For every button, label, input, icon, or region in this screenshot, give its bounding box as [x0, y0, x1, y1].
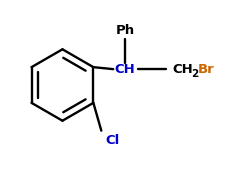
Text: Br: Br — [198, 63, 215, 76]
Text: CH: CH — [115, 63, 136, 76]
Text: Ph: Ph — [116, 24, 135, 37]
Text: Cl: Cl — [105, 134, 119, 147]
Text: 2: 2 — [191, 69, 198, 79]
Text: CH: CH — [172, 63, 193, 76]
